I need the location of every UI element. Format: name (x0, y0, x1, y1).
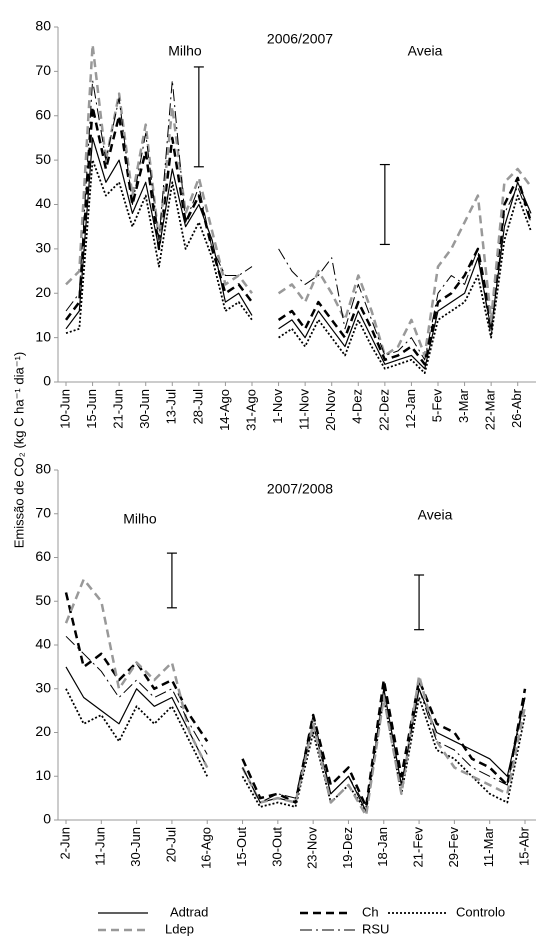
x-tick-label: 2-Jun (57, 827, 72, 860)
y-tick-label: 40 (35, 195, 51, 211)
x-tick-label: 15-Abr (516, 826, 531, 866)
annotation: Aveia (418, 507, 453, 523)
y-tick-label: 10 (35, 767, 51, 783)
series-line (64, 592, 527, 809)
x-tick-label: 31-Ago (243, 389, 258, 431)
legend-label: Ch (362, 904, 379, 919)
error-bar (166, 552, 177, 609)
annotation: Milho (168, 43, 202, 59)
legend-label: RSU (362, 921, 389, 936)
series-line (65, 666, 526, 812)
series-line (65, 688, 526, 813)
x-tick-label: 3-Mar (456, 388, 471, 423)
y-tick-label: 60 (35, 106, 51, 122)
y-tick-label: 70 (35, 62, 51, 78)
x-tick-label: 22-Mar (483, 388, 498, 430)
x-tick-label: 11-Mar (481, 826, 496, 867)
legend-label: Ldep (165, 921, 194, 936)
x-tick-label: 21-Jun (111, 389, 126, 429)
x-tick-label: 11-Jun (93, 827, 108, 866)
series-line (65, 635, 526, 808)
x-tick-label: 20-Nov (323, 389, 338, 431)
x-tick-label: 29-Fev (446, 827, 461, 868)
series-line (64, 578, 527, 817)
x-tick-label: 30-Out (269, 827, 284, 867)
series-line (65, 43, 532, 357)
x-tick-label: 19-Dez (340, 827, 355, 869)
error-bar (193, 66, 204, 168)
x-tick-label: 23-Nov (305, 827, 320, 869)
y-tick-label: 80 (35, 461, 51, 477)
error-bar (379, 163, 390, 246)
chart-title: 2007/2008 (267, 481, 333, 497)
x-tick-label: 20-Jul (163, 827, 178, 863)
x-tick-label: 22-Dez (376, 389, 391, 431)
series-line (64, 105, 533, 366)
y-tick-label: 70 (35, 504, 51, 520)
x-tick-label: 14-Ago (217, 389, 232, 431)
y-tick-label: 40 (35, 636, 51, 652)
series-line (65, 159, 532, 374)
x-tick-label: 10-Jun (57, 389, 72, 429)
annotation: Milho (123, 511, 157, 527)
y-tick-label: 0 (43, 373, 51, 389)
x-tick-label: 11-Nov (297, 389, 312, 430)
y-tick-label: 30 (35, 240, 51, 256)
x-tick-label: 18-Jan (375, 827, 390, 867)
x-tick-label: 21-Fev (411, 827, 426, 868)
x-tick-label: 13-Jul (164, 389, 179, 425)
x-tick-label: 28-Jul (190, 389, 205, 425)
x-tick-label: 15-Out (234, 827, 249, 867)
annotation: Aveia (408, 43, 443, 59)
x-tick-label: 26-Abr (509, 388, 524, 428)
legend-label: Controlo (456, 904, 505, 919)
series-line (65, 137, 532, 370)
y-tick-label: 20 (35, 284, 51, 300)
y-tick-label: 10 (35, 328, 51, 344)
x-tick-label: 15-Jun (84, 389, 99, 429)
x-tick-label: 4-Dez (350, 389, 365, 424)
x-tick-label: 16-Ago (199, 827, 214, 869)
y-axis-label: Emissão de CO₂ (kg C ha⁻¹ dia⁻¹) (11, 352, 26, 549)
y-tick-label: 20 (35, 723, 51, 739)
y-tick-label: 50 (35, 151, 51, 167)
x-tick-label: 12-Jan (403, 389, 418, 429)
y-tick-label: 0 (43, 811, 51, 827)
y-tick-label: 60 (35, 548, 51, 564)
y-tick-label: 30 (35, 679, 51, 695)
y-tick-label: 80 (35, 18, 51, 34)
x-tick-label: 1-Nov (270, 389, 285, 424)
legend-label: Adtrad (170, 904, 208, 919)
x-tick-label: 5-Fev (429, 389, 444, 423)
series-line (65, 79, 532, 361)
chart-title: 2006/2007 (267, 31, 333, 47)
x-tick-label: 30-Jun (137, 389, 152, 429)
x-tick-label: 30-Jun (128, 827, 143, 867)
y-tick-label: 50 (35, 592, 51, 608)
error-bar (414, 574, 425, 631)
